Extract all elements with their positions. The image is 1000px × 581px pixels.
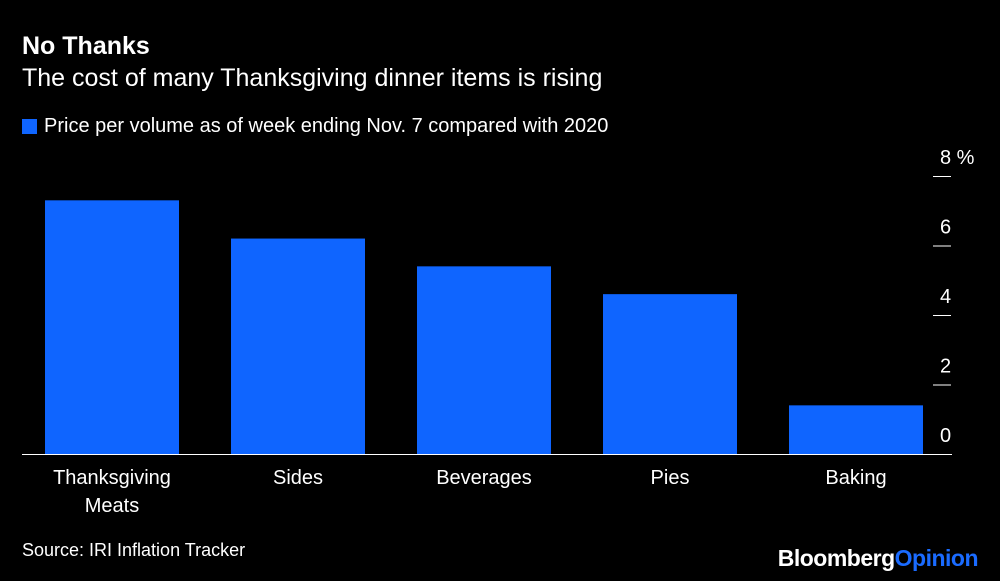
bar-pies <box>603 294 737 454</box>
x-tick-label: Pies <box>651 467 690 489</box>
y-tick-label: 8 % <box>940 147 975 169</box>
y-tick-label: 6 <box>940 217 951 239</box>
brand-logo-part2: Opinion <box>894 545 979 571</box>
legend: Price per volume as of week ending Nov. … <box>22 115 608 138</box>
y-tick-label: 2 <box>940 356 951 378</box>
y-tick-label: 0 <box>940 425 951 447</box>
legend-swatch <box>22 119 37 134</box>
y-tick-label: 4 <box>940 286 951 308</box>
x-tick-label: Thanksgiving <box>53 467 171 489</box>
bars-group <box>45 200 923 454</box>
y-axis: 8 % 6 4 2 0 <box>933 147 975 447</box>
x-tick-label: Baking <box>825 467 886 489</box>
bar-thanksgiving-meats <box>45 200 179 454</box>
brand-logo: BloombergOpinion <box>777 545 979 572</box>
bar-sides <box>231 238 365 454</box>
bar-baking <box>789 405 923 454</box>
x-tick-label: Sides <box>273 467 323 489</box>
chart-subtitle: The cost of many Thanksgiving dinner ite… <box>22 64 603 92</box>
x-tick-label: Beverages <box>436 467 532 489</box>
chart-title: No Thanks <box>22 32 150 60</box>
x-tick-label: Meats <box>85 495 139 517</box>
legend-label: Price per volume as of week ending Nov. … <box>44 115 609 137</box>
x-axis-labels: Thanksgiving Meats Sides Beverages Pies Bakin… <box>53 467 887 517</box>
source-note: Source: IRI Inflation Tracker <box>22 540 246 560</box>
brand-logo-part1: Bloomberg <box>777 545 895 571</box>
bar-beverages <box>417 266 551 454</box>
